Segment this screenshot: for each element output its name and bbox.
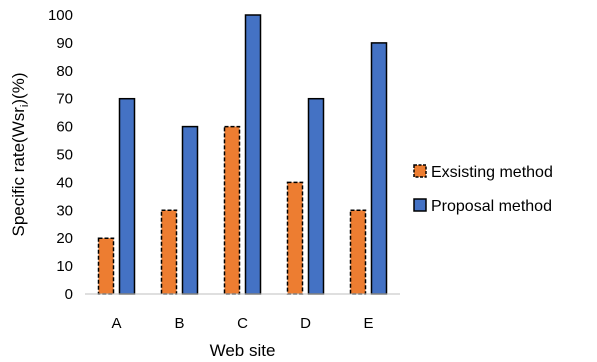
y-axis-title-subscript: i	[19, 105, 31, 107]
bar-proposal-D	[307, 97, 325, 295]
y-tick-label: 20	[56, 230, 73, 247]
y-tick-label: 0	[65, 286, 73, 303]
bar-existing-A	[97, 237, 115, 295]
bar-proposal-B	[181, 125, 199, 295]
x-axis-ticks: A B C D E	[111, 315, 373, 332]
legend-label-existing: Exsisting method	[431, 164, 553, 181]
x-tick-label: A	[111, 315, 121, 332]
y-axis-title-tail: )(%)	[9, 73, 28, 105]
y-axis-title-main: Specific rate(Wsr	[9, 107, 28, 237]
y-tick-label: 100	[48, 7, 73, 24]
y-axis-title: Specific rate(Wsri)(%)	[9, 73, 31, 237]
legend-label-proposal: Proposal method	[431, 198, 552, 215]
y-tick-label: 70	[56, 91, 73, 108]
bar-existing-E	[349, 209, 367, 295]
x-tick-label: B	[174, 315, 184, 332]
y-tick-label: 50	[56, 147, 73, 164]
x-axis-title: Web site	[210, 341, 276, 360]
x-tick-label: C	[237, 315, 248, 332]
y-tick-label: 60	[56, 119, 73, 136]
y-tick-label: 10	[56, 258, 73, 275]
bar-proposal-E	[370, 42, 388, 295]
x-tick-label: E	[363, 315, 373, 332]
y-tick-label: 30	[56, 202, 73, 219]
legend-swatch-proposal	[413, 198, 427, 212]
bar-existing-C	[223, 125, 241, 295]
bar-existing-B	[160, 209, 178, 295]
legend: Exsisting method Proposal method	[413, 164, 553, 215]
x-tick-label: D	[300, 315, 311, 332]
bar-proposal-C	[244, 14, 262, 295]
y-tick-label: 80	[56, 63, 73, 80]
bars	[97, 14, 388, 295]
y-axis-ticks: 0 10 20 30 40 50 60 70 80 90 100	[48, 7, 73, 303]
y-tick-label: 90	[56, 35, 73, 52]
bar-existing-D	[286, 181, 304, 295]
y-tick-label: 40	[56, 174, 73, 191]
bar-proposal-A	[118, 97, 136, 295]
legend-swatch-existing	[413, 164, 427, 178]
